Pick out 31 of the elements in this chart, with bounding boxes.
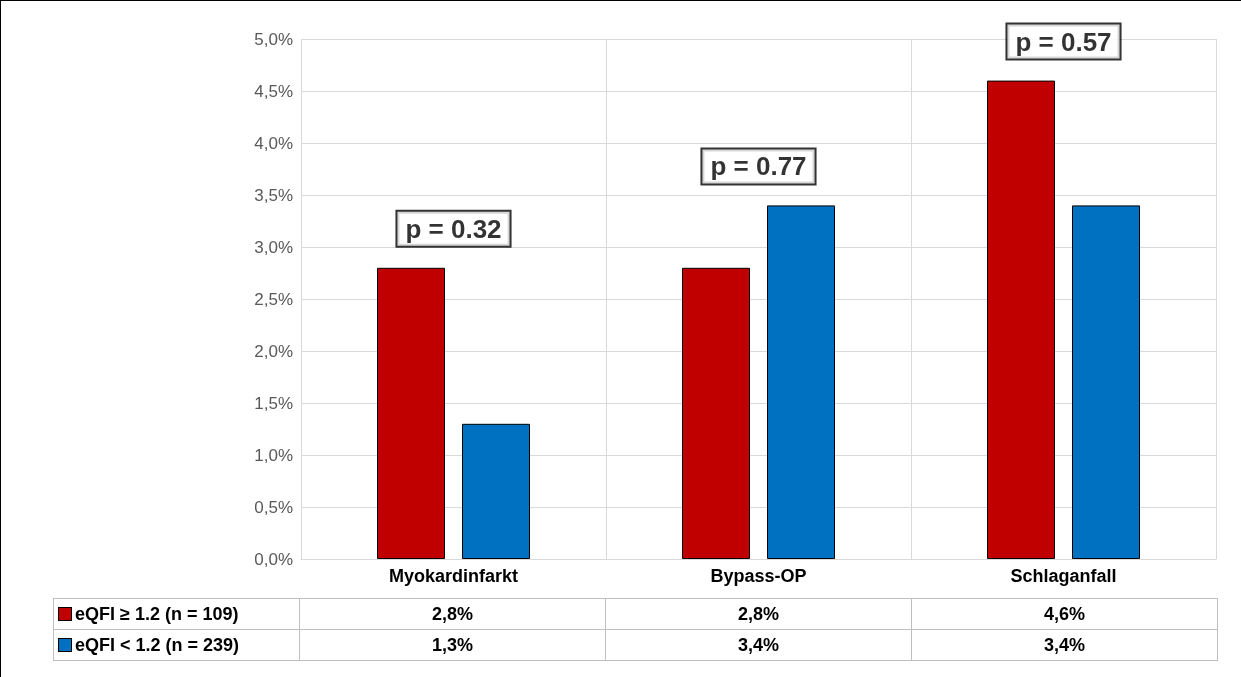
data-label: 2,8%: [605, 598, 912, 630]
legend-label: eQFI ≥ 1.2 (n = 109): [53, 598, 300, 630]
x-tick-label: Myokardinfarkt: [388, 566, 519, 586]
annotation: p = 0.32: [405, 213, 502, 244]
data-label: 1,3%: [299, 629, 606, 661]
y-tick-label: 2,5%: [254, 289, 293, 309]
bar: [462, 423, 530, 559]
y-tick-label: 3,0%: [254, 237, 293, 257]
bar: [767, 205, 835, 559]
y-tick-label: 0,5%: [254, 497, 293, 517]
data-label: 4,6%: [911, 598, 1218, 630]
y-tick-label: 5,0%: [254, 29, 293, 49]
data-label: 3,4%: [911, 629, 1218, 661]
x-tick-label: Schlaganfall: [1010, 566, 1117, 586]
y-tick-label: 3,5%: [254, 185, 293, 205]
y-tick-label: 4,0%: [254, 133, 293, 153]
annotation: p = 0.57: [1015, 26, 1112, 57]
y-tick-label: 2,0%: [254, 341, 293, 361]
bar: [377, 267, 445, 559]
y-tick-label: 1,5%: [254, 393, 293, 413]
y-tick-label: 4,5%: [254, 81, 293, 101]
annotation: p = 0.77: [710, 151, 807, 182]
x-tick-label: Bypass-OP: [710, 566, 807, 586]
bar: [682, 267, 750, 559]
y-tick-label: 0,0%: [254, 549, 293, 569]
y-tick-label: 1,0%: [254, 445, 293, 465]
data-label: 2,8%: [299, 598, 606, 630]
bar: [1072, 205, 1140, 559]
bar: [987, 80, 1055, 559]
legend-label: eQFI < 1.2 (n = 239): [53, 629, 300, 661]
data-label: 3,4%: [605, 629, 912, 661]
